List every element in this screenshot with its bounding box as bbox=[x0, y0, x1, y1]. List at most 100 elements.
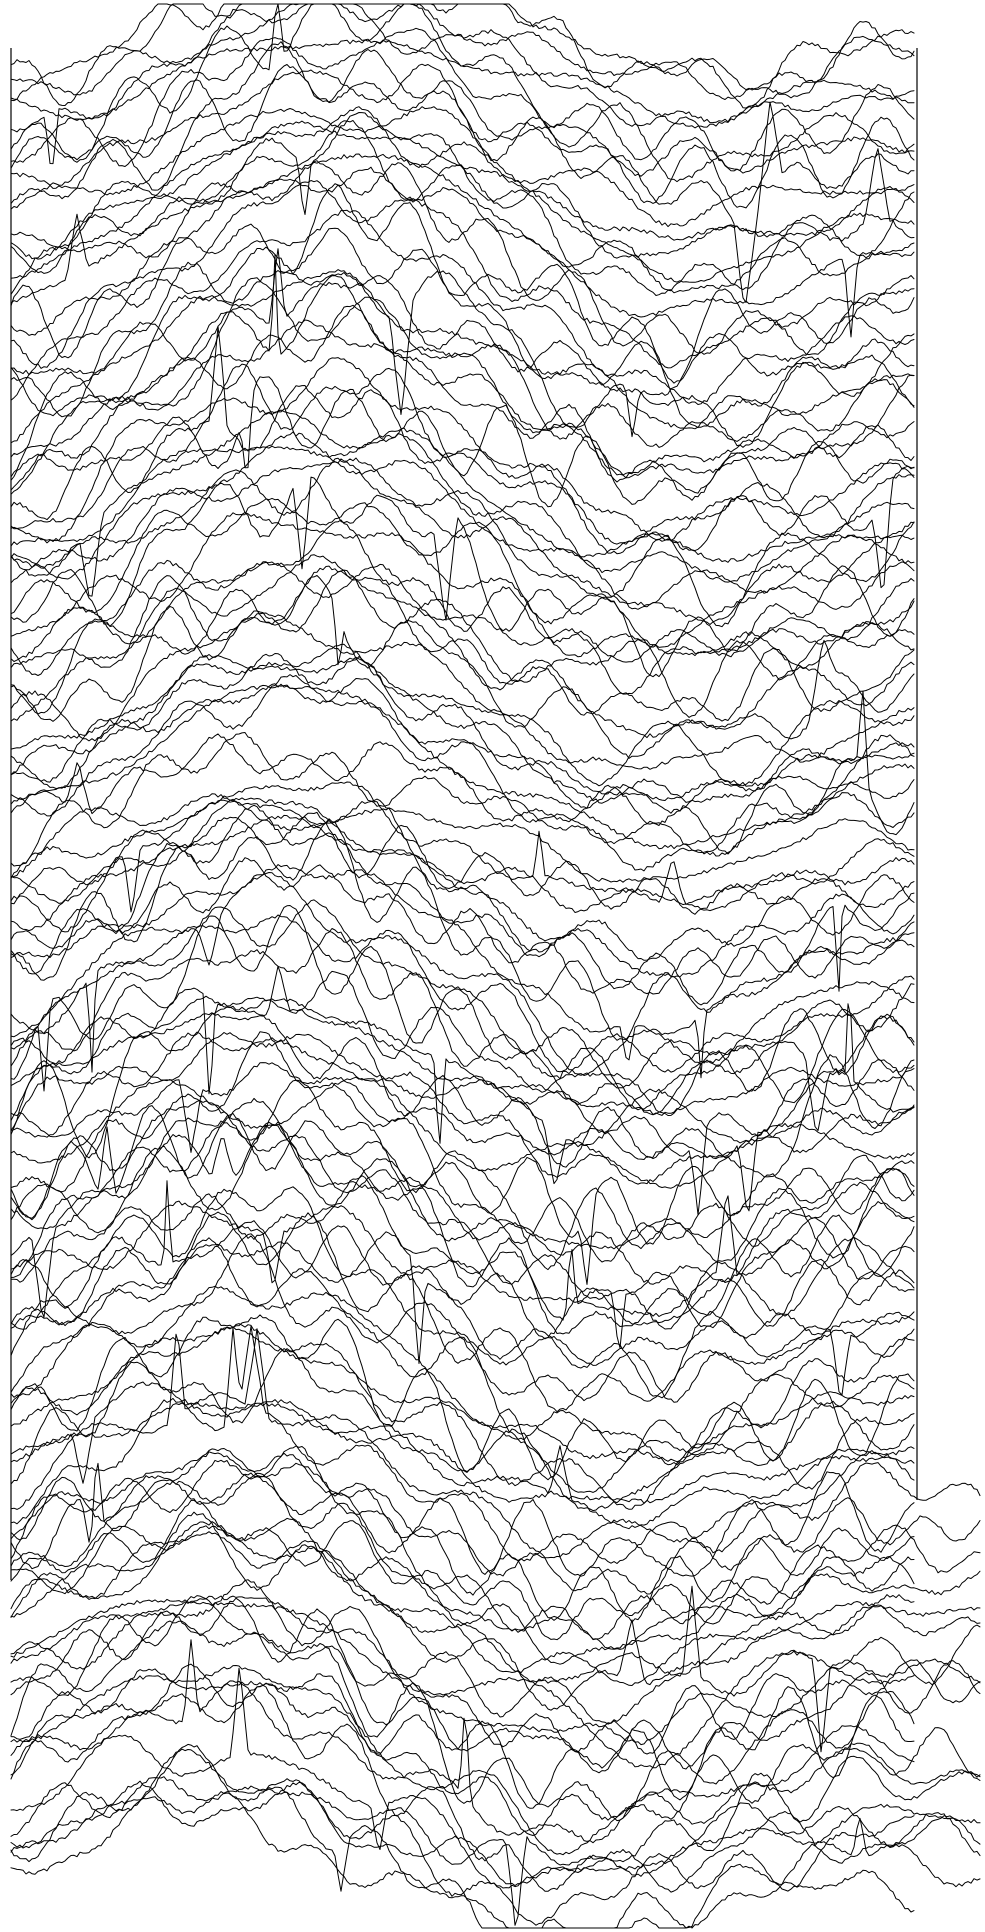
trace-line bbox=[10, 864, 915, 1079]
trace-line bbox=[10, 476, 915, 678]
trace-line bbox=[10, 1105, 915, 1285]
trace-line bbox=[10, 304, 915, 501]
trace-line bbox=[10, 1472, 915, 1665]
trace-line bbox=[10, 106, 915, 248]
trace-line bbox=[10, 1684, 981, 1926]
trace-line bbox=[10, 575, 915, 759]
trace-line bbox=[10, 1097, 915, 1285]
trace-line bbox=[10, 254, 915, 478]
trace-line bbox=[10, 1598, 915, 1769]
trace-line bbox=[10, 804, 915, 1006]
trace-line bbox=[10, 1531, 915, 1684]
trace-line bbox=[10, 1748, 915, 1926]
trace-line bbox=[10, 1780, 981, 1893]
trace-line bbox=[10, 1122, 915, 1330]
trace-line bbox=[10, 1620, 915, 1822]
trace-line bbox=[10, 120, 915, 283]
trace-line bbox=[10, 1005, 915, 1178]
trace-line bbox=[10, 1381, 915, 1530]
trace-line bbox=[10, 684, 915, 850]
trace-line bbox=[10, 1451, 915, 1577]
trace-line bbox=[10, 1241, 915, 1396]
trace-line bbox=[10, 1597, 981, 1755]
trace-line bbox=[10, 612, 915, 787]
trace-line bbox=[10, 246, 915, 448]
trace-line bbox=[10, 1076, 915, 1189]
trace-line bbox=[10, 1003, 915, 1185]
trace-line bbox=[10, 1595, 981, 1746]
trace-line bbox=[10, 409, 915, 597]
trace-line bbox=[10, 3, 915, 106]
trace-line bbox=[10, 363, 915, 542]
trace-line bbox=[10, 269, 915, 444]
trace-line bbox=[10, 457, 915, 625]
trace-line bbox=[10, 277, 915, 495]
trace-line bbox=[10, 1195, 915, 1317]
trace-line bbox=[10, 914, 915, 1075]
trace-line bbox=[10, 1314, 915, 1481]
trace-line bbox=[10, 1237, 915, 1466]
trace-line bbox=[10, 797, 915, 913]
trace-line bbox=[10, 818, 915, 1041]
trace-line bbox=[10, 1285, 915, 1493]
trace-line bbox=[10, 857, 915, 995]
trace-line bbox=[10, 1511, 981, 1711]
trace-line bbox=[10, 427, 915, 563]
trace-line bbox=[10, 209, 915, 405]
trace-line bbox=[10, 732, 915, 872]
trace-line bbox=[10, 781, 915, 912]
trace-line bbox=[10, 565, 915, 722]
trace-line bbox=[10, 325, 915, 589]
trace-line bbox=[10, 1517, 981, 1650]
trace-group bbox=[10, 3, 981, 1929]
trace-line bbox=[10, 1326, 915, 1510]
trace-line bbox=[10, 793, 915, 883]
trace-line bbox=[10, 106, 915, 228]
trace-line bbox=[10, 569, 915, 718]
trace-line bbox=[10, 798, 915, 978]
trace-line bbox=[10, 970, 915, 1111]
trace-line bbox=[10, 183, 915, 384]
trace-line bbox=[10, 554, 915, 739]
trace-line bbox=[10, 1031, 915, 1185]
trace-line bbox=[10, 319, 915, 476]
trace-line bbox=[10, 1776, 981, 1892]
trace-line bbox=[10, 674, 915, 853]
trace-line bbox=[10, 1665, 915, 1856]
trace-line bbox=[10, 376, 915, 508]
trace-line bbox=[10, 905, 915, 1132]
trace-line bbox=[10, 248, 915, 397]
trace-line bbox=[10, 497, 915, 648]
trace-line bbox=[10, 3, 915, 165]
trace-line bbox=[10, 1445, 981, 1641]
trace-line bbox=[10, 3, 915, 172]
trace-line bbox=[10, 872, 915, 1076]
trace-line bbox=[10, 166, 915, 295]
trace-line bbox=[10, 180, 915, 369]
trace-line bbox=[10, 357, 915, 555]
trace-line bbox=[10, 511, 915, 658]
trace-line bbox=[10, 519, 915, 695]
trace-line bbox=[10, 63, 915, 209]
trace-line bbox=[10, 899, 915, 1089]
trace-line bbox=[10, 643, 915, 804]
trace-line bbox=[10, 1186, 915, 1399]
trace-line bbox=[10, 654, 915, 770]
trace-line bbox=[10, 690, 915, 855]
trace-line bbox=[10, 965, 915, 1144]
trace-line bbox=[10, 1639, 981, 1844]
trace-line bbox=[10, 1743, 981, 1929]
trace-line bbox=[10, 1079, 915, 1271]
trace-line bbox=[10, 1211, 915, 1413]
trace-line bbox=[10, 457, 915, 628]
trace-line bbox=[10, 1328, 915, 1559]
trace-line bbox=[10, 1325, 981, 1564]
trace-line bbox=[10, 678, 915, 814]
trace-line bbox=[10, 928, 915, 1116]
trace-line bbox=[10, 1462, 915, 1623]
trace-line bbox=[10, 1448, 981, 1595]
trace-line bbox=[10, 1521, 981, 1686]
trace-line bbox=[10, 811, 915, 915]
trace-line bbox=[10, 27, 915, 183]
